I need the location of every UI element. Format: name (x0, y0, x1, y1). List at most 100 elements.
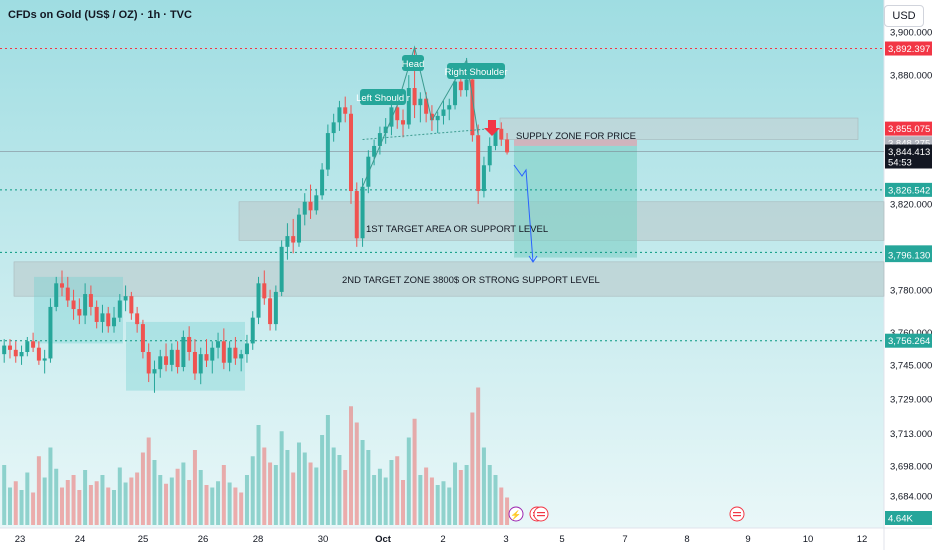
volume-bar (273, 465, 278, 525)
candle-body (453, 81, 458, 106)
volume-bar (505, 497, 510, 525)
candle-body (140, 324, 145, 352)
volume-bar (152, 460, 157, 525)
price-axis: 3,900.000 3,880.000 3,820.000 3,780.000 3,76… (885, 28, 932, 525)
volume-bar (7, 487, 12, 525)
right-shoulder-label-bg (447, 63, 505, 79)
time-scale-background (0, 528, 932, 550)
candle-body (169, 349, 174, 365)
candle-body (210, 347, 215, 361)
candle-body (424, 98, 429, 114)
volume-bar (83, 470, 88, 525)
candle-body (395, 107, 400, 121)
x-tick-label: 30 (318, 534, 329, 545)
candle-body (250, 317, 255, 344)
price-label: 3,892.397 (888, 44, 930, 55)
candle-body (71, 300, 76, 310)
y-tick-label: 3,900.000 (890, 28, 932, 39)
candle-body (360, 186, 365, 239)
candle-body (123, 296, 128, 301)
x-tick-label: 25 (138, 534, 149, 545)
volume-bar (377, 468, 382, 525)
volume-bar (227, 482, 232, 525)
y-tick-label: 3,880.000 (890, 71, 932, 82)
candle-body (296, 214, 301, 243)
volume-bar (256, 425, 261, 525)
candle-body (60, 283, 64, 288)
volume-bar (447, 487, 452, 525)
second-target-label: 2ND TARGET ZONE 3800$ OR STRONG SUPPORT … (342, 275, 600, 286)
y-tick-label: 3,684.000 (890, 491, 932, 502)
down-arrow-icon (484, 120, 500, 136)
candle-body (13, 349, 18, 357)
candle-body (493, 128, 498, 146)
candle-body (256, 283, 261, 318)
price-label-bg (885, 121, 932, 136)
head-label-bg (402, 55, 424, 71)
currency-button[interactable]: USD (884, 5, 924, 27)
candle-body (36, 347, 41, 361)
flag-stripe (733, 512, 741, 514)
candle-body (2, 345, 7, 355)
zones-layer (13, 117, 885, 297)
price-label: 3,756.264 (888, 336, 930, 347)
candle-body (48, 306, 53, 359)
projection-path (513, 164, 534, 263)
candle-body (175, 349, 180, 368)
volume-bar (349, 406, 353, 525)
volume-bar (435, 485, 440, 525)
volume-bar (19, 490, 24, 525)
candle-body (331, 122, 336, 134)
x-tick-label: 8 (684, 534, 689, 545)
volume-bar (2, 465, 7, 525)
volume-bar (175, 468, 180, 525)
price-label-bg (885, 182, 932, 197)
candle-body (273, 291, 278, 325)
volume-bar (424, 467, 429, 525)
volume-label-bg (885, 511, 932, 525)
volume-label: 4.64K (888, 514, 913, 525)
candle-body (25, 341, 30, 352)
candle-body (470, 79, 475, 136)
x-tick-label: 9 (745, 534, 750, 545)
volume-bar (146, 437, 151, 525)
target-zone-box (514, 145, 637, 258)
volume-bar (54, 468, 59, 525)
candle-body (302, 201, 307, 215)
volume-bar (250, 456, 255, 525)
volume-bar (291, 472, 296, 525)
volume-bar (268, 462, 273, 525)
volume-bar (383, 477, 388, 525)
volume-bar (285, 450, 290, 525)
candle-body (418, 98, 423, 106)
volume-bar (112, 490, 117, 525)
candle-body (187, 336, 192, 352)
candle-body (192, 352, 197, 374)
volume-bar (169, 477, 174, 525)
chart-title: CFDs on Gold (US$ / OZ) · 1h · TVC (8, 9, 192, 21)
candle-body (65, 287, 70, 301)
volume-bar (198, 470, 203, 525)
candle-body (100, 313, 105, 322)
left-shoulder-label: Left Should r (356, 93, 410, 104)
volume-bar (158, 475, 163, 525)
y-tick-label: 3,729.000 (890, 395, 932, 406)
volume-bar (441, 481, 446, 525)
price-label-bg (885, 41, 932, 56)
candle-body (164, 356, 169, 365)
y-tick-label: 3,745.000 (890, 360, 932, 371)
x-tick-label: Oct (375, 534, 392, 545)
candle-body (499, 128, 504, 140)
candle-body (441, 109, 446, 116)
candle-body (112, 317, 117, 327)
x-tick-label: 10 (803, 534, 814, 545)
x-tick-label: 28 (253, 534, 264, 545)
candle-body (88, 294, 93, 307)
volume-bar (360, 440, 365, 525)
candle-body (481, 165, 486, 192)
volume-bar (458, 470, 463, 525)
volume-bar (192, 450, 197, 525)
candle-body (505, 139, 510, 153)
price-label: 3,855.075 (888, 124, 930, 135)
